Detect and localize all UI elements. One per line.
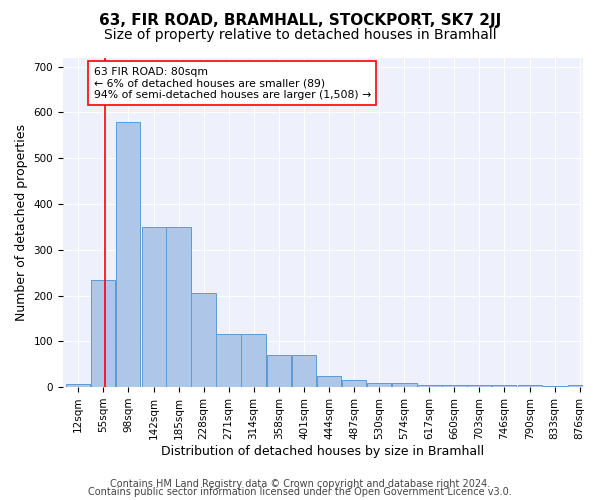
Bar [342, 380, 366, 387]
Bar [568, 385, 592, 387]
Bar [292, 355, 316, 387]
Text: Size of property relative to detached houses in Bramhall: Size of property relative to detached ho… [104, 28, 496, 42]
Bar [518, 385, 542, 387]
Bar [317, 376, 341, 387]
Bar [217, 334, 241, 387]
Text: Contains HM Land Registry data © Crown copyright and database right 2024.: Contains HM Land Registry data © Crown c… [110, 479, 490, 489]
Bar [467, 385, 491, 387]
Bar [241, 334, 266, 387]
Bar [492, 385, 517, 387]
Bar [191, 294, 216, 387]
Bar [442, 385, 467, 387]
X-axis label: Distribution of detached houses by size in Bramhall: Distribution of detached houses by size … [161, 444, 484, 458]
Bar [66, 384, 91, 387]
Bar [267, 355, 291, 387]
Text: 63, FIR ROAD, BRAMHALL, STOCKPORT, SK7 2JJ: 63, FIR ROAD, BRAMHALL, STOCKPORT, SK7 2… [99, 12, 501, 28]
Y-axis label: Number of detached properties: Number of detached properties [15, 124, 28, 321]
Bar [166, 227, 191, 387]
Text: Contains public sector information licensed under the Open Government Licence v3: Contains public sector information licen… [88, 487, 512, 497]
Bar [116, 122, 140, 387]
Bar [542, 386, 567, 387]
Bar [392, 382, 416, 387]
Bar [367, 382, 391, 387]
Bar [417, 385, 442, 387]
Text: 63 FIR ROAD: 80sqm
← 6% of detached houses are smaller (89)
94% of semi-detached: 63 FIR ROAD: 80sqm ← 6% of detached hous… [94, 66, 371, 100]
Bar [91, 280, 115, 387]
Bar [142, 227, 166, 387]
